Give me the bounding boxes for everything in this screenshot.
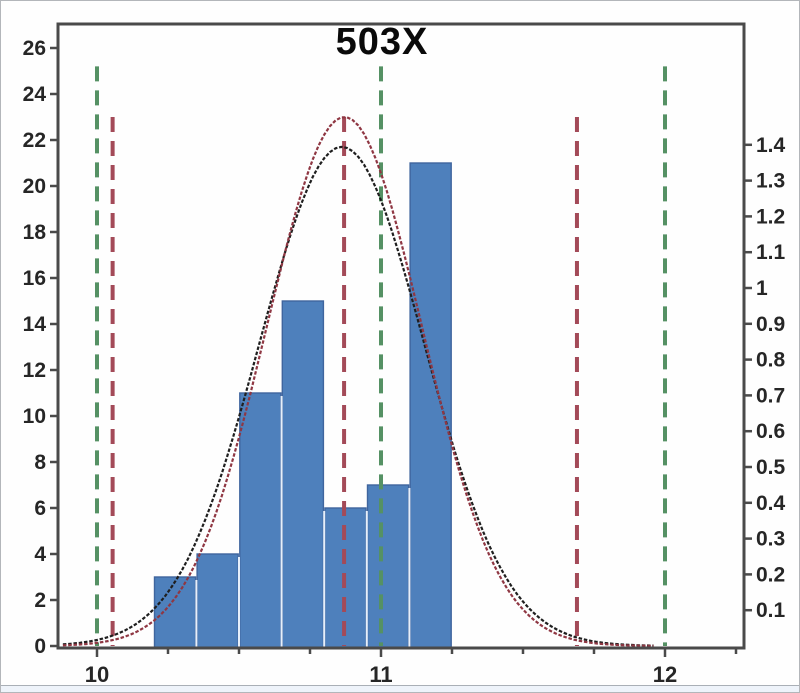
- histogram-bar: [366, 484, 410, 649]
- x-axis-tick-label: 12: [653, 662, 677, 686]
- left-axis-tick-label: 4: [34, 543, 46, 566]
- right-axis-tick-label: 1: [756, 277, 768, 300]
- bottom-strip: [1, 685, 799, 692]
- left-axis-tick-label: 12: [23, 359, 46, 382]
- x-axis-tick-label: 11: [369, 662, 392, 686]
- left-axis-tick-label: 16: [23, 267, 46, 290]
- chart-title: 503X: [335, 21, 429, 63]
- left-axis-tick-label: 20: [23, 175, 46, 198]
- left-axis-tick-label: 14: [23, 313, 47, 336]
- left-axis-tick-label: 0: [34, 635, 46, 658]
- left-axis-tick-label: 6: [34, 497, 46, 520]
- right-axis-tick-label: 1.1: [756, 241, 786, 264]
- histogram-bar: [409, 162, 452, 649]
- right-axis-tick-label: 1.2: [756, 205, 785, 228]
- left-axis-tick-label: 26: [23, 37, 46, 60]
- right-axis-tick-label: 0.5: [756, 456, 786, 479]
- normal-curve: [62, 116, 654, 647]
- x-axis-tick-label: 10: [85, 662, 109, 686]
- right-axis-tick-label: 1.3: [756, 170, 785, 193]
- right-axis-tick-label: 0.1: [756, 599, 786, 622]
- right-axis-tick-label: 0.2: [756, 563, 785, 586]
- left-axis-tick-label: 24: [23, 83, 47, 106]
- left-axis-tick-label: 10: [23, 405, 46, 428]
- left-axis-tick-label: 2: [34, 589, 46, 612]
- right-axis-tick-label: 0.7: [756, 384, 785, 407]
- histogram-bar: [153, 576, 197, 649]
- histogram-bar: [196, 553, 239, 649]
- right-axis-tick-label: 0.8: [756, 349, 786, 372]
- left-axis-tick-label: 18: [23, 221, 47, 244]
- plot-frame: [56, 22, 746, 650]
- histogram-bar: [281, 300, 325, 649]
- right-axis-tick-label: 0.9: [756, 313, 785, 336]
- histogram-bar: [239, 392, 282, 649]
- right-axis-tick-label: 0.4: [756, 492, 786, 515]
- right-axis-tick-label: 1.4: [756, 134, 786, 157]
- left-axis-tick-label: 8: [34, 451, 46, 474]
- right-axis-tick-label: 0.3: [756, 528, 785, 551]
- left-axis-tick-label: 22: [23, 129, 46, 152]
- right-axis-tick-label: 0.6: [756, 420, 785, 443]
- kernel-curve: [62, 145, 654, 647]
